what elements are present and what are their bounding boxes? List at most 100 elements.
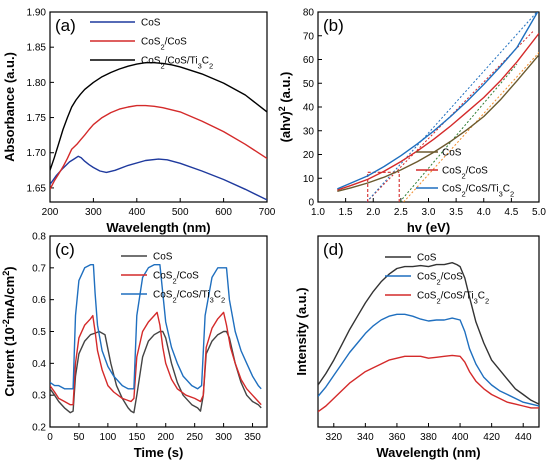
series-line bbox=[50, 62, 267, 171]
panel-label: (c) bbox=[55, 240, 75, 259]
series-line bbox=[337, 54, 539, 192]
x-tick-label: 250 bbox=[186, 432, 203, 443]
x-tick-label: 4.0 bbox=[477, 207, 491, 218]
x-axis-title: Wavelength (nm) bbox=[106, 220, 210, 235]
x-axis-title: hv (eV) bbox=[407, 220, 450, 235]
plot-frame bbox=[317, 11, 540, 203]
legend: CoS CoS2/CoS CoS2/CoS/Ti3C2 bbox=[385, 253, 489, 306]
panel-1: 200 300 400 500 600 700 1.65 1.70 1.75 1.80 1.85 1.… bbox=[2, 8, 276, 236]
x-tick-label: 440 bbox=[515, 432, 532, 443]
series-line bbox=[50, 104, 267, 190]
y-tick-label: 50 bbox=[303, 79, 315, 90]
y-tick-label: 0.4 bbox=[32, 359, 46, 370]
y-tick-label: 70 bbox=[303, 31, 315, 42]
x-tick-label: 420 bbox=[483, 432, 500, 443]
y-tick-label: 1.70 bbox=[27, 148, 47, 159]
x-tick-label: 4.5 bbox=[504, 207, 518, 218]
x-tick-label: 500 bbox=[172, 207, 189, 218]
y-tick-label: 20 bbox=[303, 150, 315, 161]
x-tick-label: 350 bbox=[244, 432, 261, 443]
panel-4: 320 340 360 380 400 420 440 Wavelength (nm) Inte… bbox=[294, 235, 540, 460]
series-line bbox=[337, 32, 539, 191]
y-axis-title: Current (10-2mA/cm2) bbox=[1, 266, 17, 396]
x-tick-label: 400 bbox=[128, 207, 145, 218]
legend: CoS CoS2/CoS CoS2/CoS/Ti3C2 bbox=[121, 252, 225, 305]
panel-label: (b) bbox=[323, 16, 344, 35]
x-tick-label: 100 bbox=[100, 432, 117, 443]
series-line bbox=[318, 313, 539, 407]
y-tick-label: 0.8 bbox=[32, 232, 46, 243]
panel-label: (a) bbox=[55, 16, 76, 35]
y-tick-label: 0.5 bbox=[32, 327, 46, 338]
x-tick-label: 360 bbox=[389, 432, 406, 443]
x-axis-title: Time (s) bbox=[134, 445, 184, 460]
y-axis-title: Absorbance (a.u.) bbox=[2, 52, 17, 162]
x-tick-label: 380 bbox=[420, 432, 437, 443]
series-line bbox=[337, 12, 539, 190]
x-tick-label: 300 bbox=[215, 432, 232, 443]
y-tick-label: 0.3 bbox=[32, 391, 46, 402]
y-tick-label: 10 bbox=[303, 174, 315, 185]
x-tick-label: 1.5 bbox=[339, 207, 353, 218]
y-tick-label: 1.90 bbox=[27, 8, 47, 19]
legend-label: CoS2/CoS bbox=[141, 37, 187, 52]
y-tick-label: 1.80 bbox=[27, 78, 47, 89]
x-tick-label: 150 bbox=[128, 432, 145, 443]
x-tick-label: 3.0 bbox=[422, 207, 436, 218]
legend: CoS CoS2/CoS CoS2/CoS/Ti3C2 bbox=[416, 148, 514, 199]
panel-3: 0 50 100 150 200 250 300 350 0.2 0.3 0.4 0.5 0.6 0.7 0… bbox=[1, 232, 268, 460]
x-tick-label: 2.0 bbox=[366, 207, 380, 218]
series-line bbox=[50, 311, 262, 406]
legend-label: CoS bbox=[141, 18, 161, 29]
y-axis-title: Intensity (a.u.) bbox=[294, 287, 309, 375]
series-group bbox=[50, 264, 262, 414]
x-tick-label: 200 bbox=[42, 207, 59, 218]
tangent-line bbox=[366, 12, 538, 202]
series-line bbox=[318, 354, 539, 413]
x-tick-label: 3.5 bbox=[449, 207, 463, 218]
y-tick-label: 30 bbox=[303, 126, 315, 137]
panel-label: (d) bbox=[323, 240, 344, 259]
series-line bbox=[50, 155, 267, 201]
legend-label: CoS2/CoS/Ti3C2 bbox=[442, 184, 514, 199]
series-group bbox=[318, 262, 539, 413]
y-tick-label: 1.85 bbox=[27, 43, 47, 54]
y-tick-label: 0.2 bbox=[32, 423, 46, 434]
legend-label: CoS2/CoS bbox=[442, 166, 488, 181]
y-tick-label: 0.7 bbox=[32, 263, 46, 274]
y-tick-label: 1.75 bbox=[27, 113, 47, 124]
x-tick-label: 50 bbox=[73, 432, 85, 443]
series-line bbox=[318, 262, 539, 405]
plot-frame bbox=[317, 235, 540, 428]
x-tick-label: 320 bbox=[325, 432, 342, 443]
x-tick-label: 200 bbox=[157, 432, 174, 443]
series-group bbox=[337, 12, 539, 202]
x-tick-label: 2.5 bbox=[394, 207, 408, 218]
plot-frame bbox=[49, 11, 268, 203]
x-tick-label: 5.0 bbox=[532, 207, 546, 218]
x-axis-title: Wavelength (nm) bbox=[376, 445, 480, 460]
tangent-line bbox=[399, 63, 518, 202]
legend-label: CoS2/CoS bbox=[417, 272, 463, 287]
legend-label: CoS bbox=[417, 253, 437, 264]
x-tick-label: 700 bbox=[259, 207, 276, 218]
x-tick-label: 0 bbox=[47, 432, 53, 443]
legend-label: CoS2/CoS/Ti3C2 bbox=[141, 56, 213, 71]
legend-label: CoS bbox=[153, 252, 173, 263]
legend-label: CoS bbox=[442, 148, 462, 159]
y-tick-label: 60 bbox=[303, 55, 315, 66]
y-tick-label: 0 bbox=[308, 198, 314, 209]
legend-label: CoS2/CoS/Ti3C2 bbox=[417, 291, 489, 306]
x-tick-label: 340 bbox=[357, 432, 374, 443]
x-tick-label: 400 bbox=[452, 432, 469, 443]
series-line bbox=[50, 264, 262, 390]
x-tick-label: 300 bbox=[85, 207, 102, 218]
legend-label: CoS2/CoS/Ti3C2 bbox=[153, 290, 225, 305]
series-group bbox=[50, 62, 267, 201]
y-tick-label: 80 bbox=[303, 8, 315, 19]
x-tick-label: 600 bbox=[215, 207, 232, 218]
legend-label: CoS2/CoS bbox=[153, 271, 199, 286]
series-line bbox=[50, 330, 262, 414]
y-tick-label: 40 bbox=[303, 103, 315, 114]
